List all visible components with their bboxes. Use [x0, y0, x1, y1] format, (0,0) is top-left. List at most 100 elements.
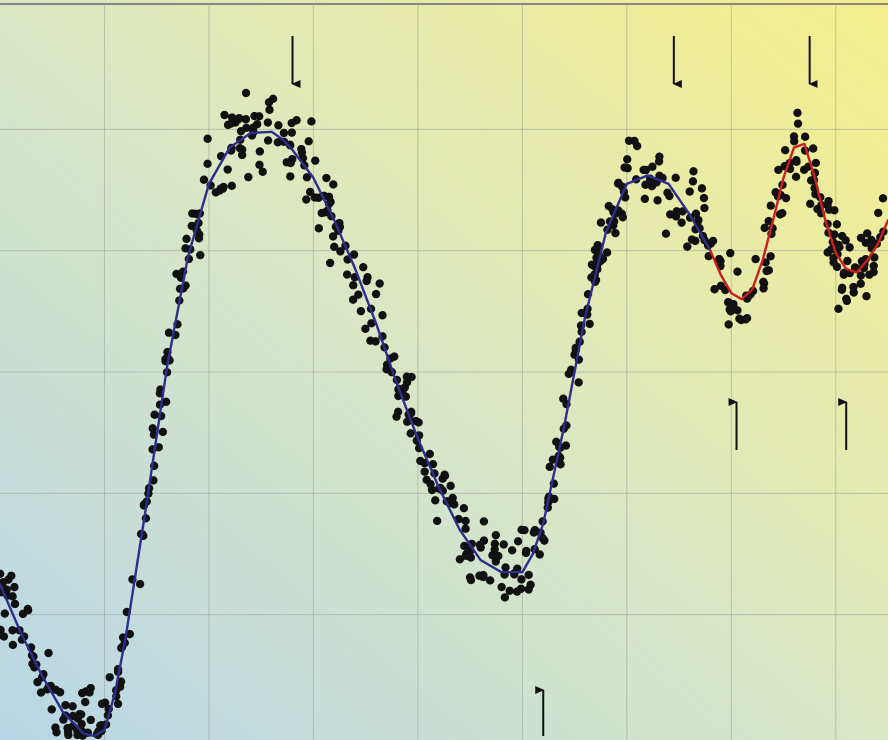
observation-point	[77, 719, 86, 729]
observation-point	[448, 493, 457, 503]
observation-point	[255, 160, 264, 169]
observation-point	[0, 569, 5, 579]
observation-point	[830, 230, 839, 239]
observation-point	[211, 188, 221, 197]
observation-point	[834, 240, 843, 250]
observation-point	[724, 320, 733, 329]
observation-point	[407, 372, 416, 382]
observation-point	[362, 276, 371, 286]
observation-point	[285, 141, 295, 150]
observation-point	[455, 555, 465, 564]
observation-point	[733, 306, 742, 315]
observation-point	[242, 123, 251, 132]
observation-point	[279, 128, 289, 138]
observation-point	[497, 582, 506, 592]
observation-point	[446, 481, 455, 491]
observation-point	[716, 256, 725, 266]
fit-curves	[0, 130, 888, 738]
observation-point	[8, 640, 18, 650]
observation-point	[666, 210, 675, 219]
observation-point	[416, 456, 425, 466]
observation-point	[611, 228, 620, 238]
observation-point	[623, 164, 632, 173]
observation-point	[683, 242, 692, 251]
observation-point	[61, 700, 70, 710]
observation-point	[36, 688, 46, 697]
observation-point	[125, 629, 135, 639]
observation-point	[55, 688, 65, 697]
observation-point	[150, 410, 159, 419]
observation-point	[685, 187, 694, 196]
observation-point	[535, 550, 544, 559]
observation-point	[630, 136, 639, 146]
observation-point	[550, 494, 559, 504]
observation-point	[371, 289, 381, 299]
observation-point	[68, 702, 77, 711]
observation-point	[691, 209, 701, 218]
observation-point	[336, 247, 345, 256]
observation-point	[320, 208, 330, 217]
observation-point	[305, 187, 315, 197]
observation-point	[863, 229, 872, 238]
observation-point	[700, 203, 709, 213]
observation-point	[234, 115, 243, 124]
observation-point	[227, 181, 237, 190]
observation-point	[297, 144, 306, 154]
observation-point	[10, 599, 20, 609]
observation-point	[461, 524, 470, 533]
observation-point	[559, 394, 568, 403]
observation-point	[203, 159, 212, 168]
observation-point	[842, 296, 852, 306]
observation-point	[640, 194, 650, 204]
observation-point	[0, 625, 5, 635]
observation-point	[485, 576, 495, 585]
observation-point	[561, 441, 571, 450]
observation-point	[148, 424, 157, 433]
observation-point	[440, 470, 449, 479]
observation-point	[874, 208, 883, 218]
observation-point	[661, 229, 671, 238]
observation-point	[68, 711, 78, 721]
observation-point	[85, 688, 94, 697]
observation-point	[697, 184, 707, 193]
observation-point	[51, 723, 60, 732]
observation-point	[780, 145, 790, 155]
observation-point	[811, 158, 821, 168]
observation-point	[63, 723, 72, 733]
observation-point	[466, 575, 476, 585]
observation-point	[356, 306, 366, 316]
observation-point	[265, 105, 274, 114]
observation-point	[726, 248, 735, 258]
observation-point	[596, 218, 606, 227]
observation-point	[849, 282, 858, 292]
observation-point	[263, 136, 273, 145]
observation-point	[654, 157, 664, 166]
observation-point	[459, 504, 469, 513]
observation-point	[791, 172, 801, 181]
observation-point	[647, 181, 657, 191]
event-arrows	[291, 36, 848, 736]
observation-point	[0, 609, 10, 618]
observation-point	[0, 578, 8, 587]
observation-point	[311, 156, 320, 165]
observation-point	[287, 128, 297, 137]
observation-point	[462, 549, 471, 559]
observation-point	[845, 243, 854, 252]
observation-point	[507, 546, 517, 555]
observation-point	[639, 165, 648, 175]
observation-point	[538, 534, 548, 543]
observation-point	[870, 253, 879, 262]
observation-point	[237, 150, 247, 160]
observation-point	[8, 626, 17, 635]
observation-point	[585, 319, 594, 329]
observation-point	[856, 271, 866, 280]
observation-point	[837, 285, 847, 294]
observation-point	[622, 155, 632, 164]
observation-point	[710, 285, 719, 294]
observation-point	[219, 182, 228, 192]
observation-point	[808, 144, 818, 153]
observation-point	[10, 582, 19, 592]
observation-point	[220, 110, 229, 120]
